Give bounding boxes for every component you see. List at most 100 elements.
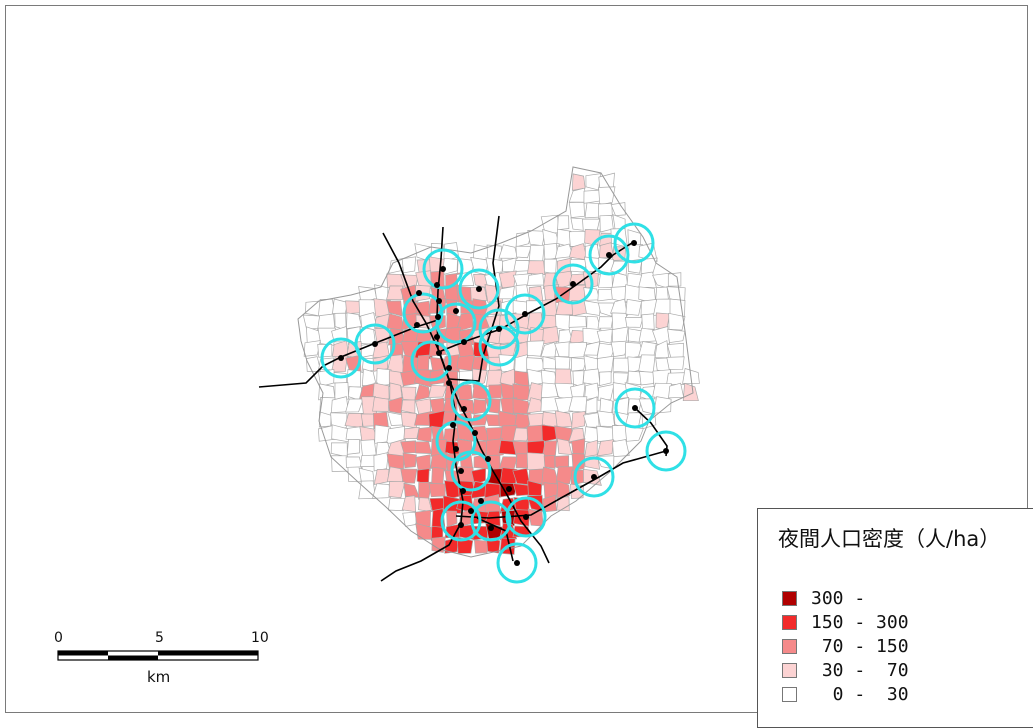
district-cell [542,440,558,458]
district-cell [599,371,612,387]
railway-line [440,240,636,352]
district-cell [554,341,572,358]
district-cell [557,215,570,231]
district-cell [386,300,403,317]
station-dot [436,350,442,356]
district-cell [526,312,544,330]
district-cell [373,468,390,486]
district-cell [344,412,364,428]
station-dot [446,380,452,386]
station-buffer [410,340,452,382]
railway-line [455,450,667,519]
district-cell [456,354,475,371]
station-dot [522,311,528,317]
station-dot [663,448,669,454]
station-buffer [450,380,492,422]
district-cell [624,425,644,442]
district-cell [555,466,574,485]
station-buffer [613,222,655,264]
scale-tick-0: 0 [54,630,63,646]
legend-swatch [782,614,797,630]
station-dot [591,474,597,480]
district-cell [597,355,615,374]
district-cell [543,454,556,469]
district-cell [456,398,476,415]
station-buffer [402,292,444,334]
legend-label: 30 - 70 [811,659,909,681]
district-cell [346,438,360,455]
district-cell [639,371,657,386]
district-cell [596,328,613,344]
station-dot [632,405,638,411]
district-cell [386,313,404,332]
district-cell [668,312,686,331]
station-dot [414,322,420,328]
district-cell [571,438,586,457]
legend-item: 30 - 70 [782,659,909,681]
district-cell [400,468,418,484]
station-dot [461,339,467,345]
district-cell [334,382,350,401]
station-buffer [422,248,464,290]
legend-label: 150 - 300 [811,611,909,633]
district-cell [386,285,404,300]
district-cell [527,230,546,246]
district-cell [652,326,670,345]
district-cell [360,439,377,458]
district-cell [597,410,616,427]
district-cell [571,173,586,191]
station-buffer [552,263,594,305]
district-cell [584,439,598,458]
legend-label: 70 - 150 [811,635,909,657]
district-cell [431,466,445,486]
station-dot [485,456,491,462]
station-dot [436,298,442,304]
district-cell [610,340,630,357]
district-cell [401,256,416,274]
district-cell [568,201,585,218]
district-cell [666,372,686,385]
district-cell [666,342,684,360]
district-cell [386,453,405,470]
district-cell [372,382,390,402]
district-cell [400,399,416,414]
district-cell [682,382,699,402]
district-cell [372,483,392,499]
station-dot [461,406,467,412]
district-cell [612,357,630,373]
station-dot [472,430,478,436]
district-cell [386,273,406,289]
district-cell [597,316,614,329]
district-cell [554,410,573,428]
district-cell [585,396,598,414]
district-cell [598,203,613,219]
station-dot [416,290,422,296]
map-frame [5,5,1028,713]
station-dot [372,341,378,347]
district-cell [583,412,600,428]
district-cell [446,510,458,528]
district-cell [571,357,587,372]
district-cell [512,483,530,497]
station-dot [496,326,502,332]
district-cell [498,270,517,289]
district-cell [571,453,585,472]
district-cell [641,313,655,330]
district-cell [400,411,417,429]
station-dot [458,522,464,528]
stations [338,240,669,566]
legend-label: 0 - 30 [811,683,909,705]
district-cell [376,368,392,387]
legend-item: 70 - 150 [782,635,909,657]
district-cell [415,454,431,472]
station-buffer [478,308,520,350]
district-cell [554,396,574,414]
scale-bar: 0 5 10 km [52,630,269,690]
district-cell [596,439,614,457]
station-dot [514,560,520,566]
district-cell [358,467,375,485]
district-cell [583,300,601,316]
station-buffer [504,293,546,335]
station-buffer [573,456,615,498]
legend-title: 夜間人口密度（人/ha） [778,527,1001,551]
